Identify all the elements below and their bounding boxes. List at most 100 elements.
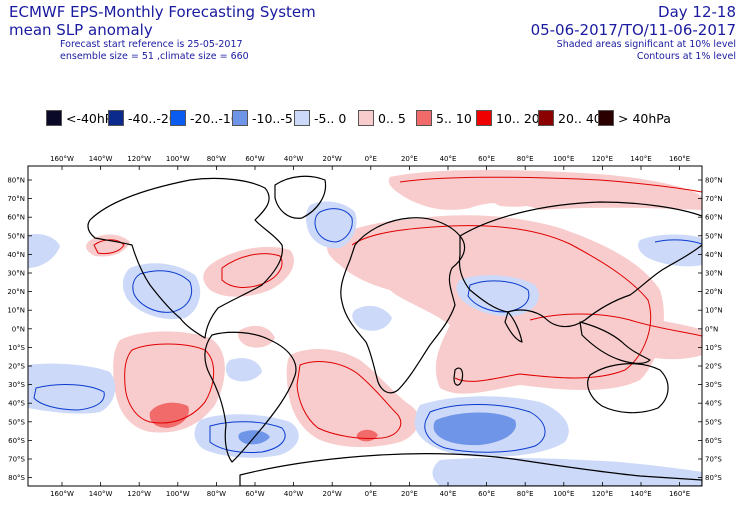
north-america-outline bbox=[87, 177, 284, 339]
latitude-labels-left: 80°N 70°N 60°N 50°N 40°N 30°N 20°N 10°N 0°N 10°S 2… bbox=[7, 177, 25, 483]
latitude-label: 30°S bbox=[705, 381, 722, 389]
longitude-label: 20°W bbox=[323, 490, 342, 498]
legend-label: -5.. 0 bbox=[314, 111, 347, 126]
latitude-label: 60°N bbox=[705, 214, 723, 222]
period-text: 05-06-2017/TO/11-06-2017 bbox=[530, 21, 736, 39]
contour-note: Contours at 1% level bbox=[636, 51, 736, 62]
madagascar-outline bbox=[453, 367, 464, 386]
legend-swatch bbox=[476, 110, 492, 126]
legend-label: 10.. 20 bbox=[496, 111, 540, 126]
south-america-outline bbox=[204, 331, 297, 463]
latitude-label: 80°S bbox=[8, 474, 25, 482]
latitude-label: 70°S bbox=[705, 456, 722, 464]
latitude-labels-right: 80°N 70°N 60°N 50°N 40°N 30°N 20°N 10°N 0°N 10°S 2… bbox=[705, 177, 723, 483]
legend-swatch bbox=[598, 110, 614, 126]
chart-subtitle: mean SLP anomaly bbox=[9, 21, 153, 39]
longitude-label: 160°E bbox=[669, 490, 690, 498]
longitude-label: 120°E bbox=[592, 490, 613, 498]
antarctica-outline bbox=[239, 453, 702, 486]
longitude-labels-bottom: 160°W 140°W 120°W 100°W 80°W 60°W 40°W 20°W 0°E 2… bbox=[50, 490, 690, 498]
longitude-label: 0°E bbox=[365, 155, 377, 163]
coastlines bbox=[87, 175, 702, 486]
legend-swatch bbox=[358, 110, 374, 126]
map-frame bbox=[27, 165, 703, 487]
latitude-label: 30°S bbox=[8, 381, 25, 389]
asia-outline bbox=[458, 201, 702, 328]
australia-outline bbox=[587, 363, 669, 414]
latitude-label: 70°S bbox=[8, 456, 25, 464]
longitude-label: 40°W bbox=[284, 490, 303, 498]
latitude-label: 0°N bbox=[705, 325, 718, 333]
longitude-label: 60°W bbox=[245, 155, 264, 163]
longitude-label: 120°E bbox=[592, 155, 613, 163]
longitude-label: 100°W bbox=[166, 490, 190, 498]
longitude-label: 40°E bbox=[440, 490, 457, 498]
shading-note: Shaded areas significant at 10% level bbox=[556, 39, 736, 50]
legend-label: -20..-10 bbox=[190, 111, 239, 126]
longitude-label: 80°W bbox=[207, 490, 226, 498]
longitude-label: 40°W bbox=[284, 155, 303, 163]
latitude-label: 40°N bbox=[7, 251, 25, 259]
longitude-label: 140°E bbox=[630, 490, 651, 498]
latitude-label: 20°S bbox=[8, 363, 25, 371]
longitude-label: 140°E bbox=[630, 155, 651, 163]
map-graticule-ticks bbox=[28, 166, 702, 486]
latitude-label: 10°S bbox=[705, 344, 722, 352]
latitude-label: 80°N bbox=[7, 177, 25, 185]
longitude-label: 100°W bbox=[166, 155, 190, 163]
longitude-label: 60°E bbox=[478, 490, 495, 498]
longitude-label: 80°E bbox=[517, 155, 534, 163]
longitude-label: 140°W bbox=[89, 155, 113, 163]
latitude-label: 20°N bbox=[7, 288, 25, 296]
latitude-label: 40°S bbox=[705, 400, 722, 408]
latitude-label: 80°S bbox=[705, 474, 722, 482]
latitude-label: 20°S bbox=[705, 363, 722, 371]
longitude-label: 0°E bbox=[365, 490, 377, 498]
latitude-label: 50°N bbox=[705, 232, 723, 240]
legend-swatch bbox=[538, 110, 554, 126]
latitude-label: 40°N bbox=[705, 251, 723, 259]
longitude-label: 140°W bbox=[89, 490, 113, 498]
legend-label: 0.. 5 bbox=[378, 111, 406, 126]
longitude-label: 160°W bbox=[50, 490, 74, 498]
longitude-label: 60°W bbox=[245, 490, 264, 498]
legend-swatch bbox=[170, 110, 186, 126]
legend-label: -40..-20 bbox=[128, 111, 177, 126]
longitude-label: 20°W bbox=[323, 155, 342, 163]
latitude-label: 10°N bbox=[705, 307, 723, 315]
slp-anomaly-map: 160°W 140°W 120°W 100°W 80°W 60°W 40°W 20°W 0°E 2… bbox=[7, 155, 723, 498]
significance-contours bbox=[33, 176, 702, 453]
latitude-label: 20°N bbox=[705, 288, 723, 296]
legend-label: <-40hPa bbox=[66, 111, 120, 126]
longitude-label: 100°E bbox=[553, 490, 574, 498]
latitude-label: 80°N bbox=[705, 177, 723, 185]
southeast-asia-outline bbox=[579, 321, 651, 364]
longitude-label: 100°E bbox=[553, 155, 574, 163]
greenland-outline bbox=[274, 175, 327, 219]
legend-swatch bbox=[416, 110, 432, 126]
latitude-label: 30°N bbox=[705, 270, 723, 278]
forecast-start-text: Forecast start reference is 25-05-2017 bbox=[60, 39, 243, 50]
longitude-label: 80°W bbox=[207, 155, 226, 163]
longitude-label: 20°E bbox=[401, 155, 418, 163]
latitude-label: 10°N bbox=[7, 307, 25, 315]
longitude-label: 80°E bbox=[517, 490, 534, 498]
chart-title: ECMWF EPS-Monthly Forecasting System bbox=[9, 3, 316, 21]
longitude-label: 20°E bbox=[401, 490, 418, 498]
longitude-label: 160°W bbox=[50, 155, 74, 163]
latitude-label: 10°S bbox=[8, 344, 25, 352]
day-range-text: Day 12-18 bbox=[658, 3, 736, 21]
longitude-label: 120°W bbox=[127, 155, 151, 163]
latitude-label: 40°S bbox=[8, 400, 25, 408]
longitude-label: 120°W bbox=[127, 490, 151, 498]
latitude-label: 70°N bbox=[7, 195, 25, 203]
legend-label: 5.. 10 bbox=[436, 111, 472, 126]
longitude-label: 40°E bbox=[440, 155, 457, 163]
longitude-label: 60°E bbox=[478, 155, 495, 163]
longitude-label: 160°E bbox=[669, 155, 690, 163]
legend-swatch bbox=[46, 110, 62, 126]
ensemble-size-text: ensemble size = 51 ,climate size = 660 bbox=[60, 51, 249, 62]
latitude-label: 70°N bbox=[705, 195, 723, 203]
legend-swatch bbox=[108, 110, 124, 126]
latitude-label: 50°S bbox=[705, 418, 722, 426]
